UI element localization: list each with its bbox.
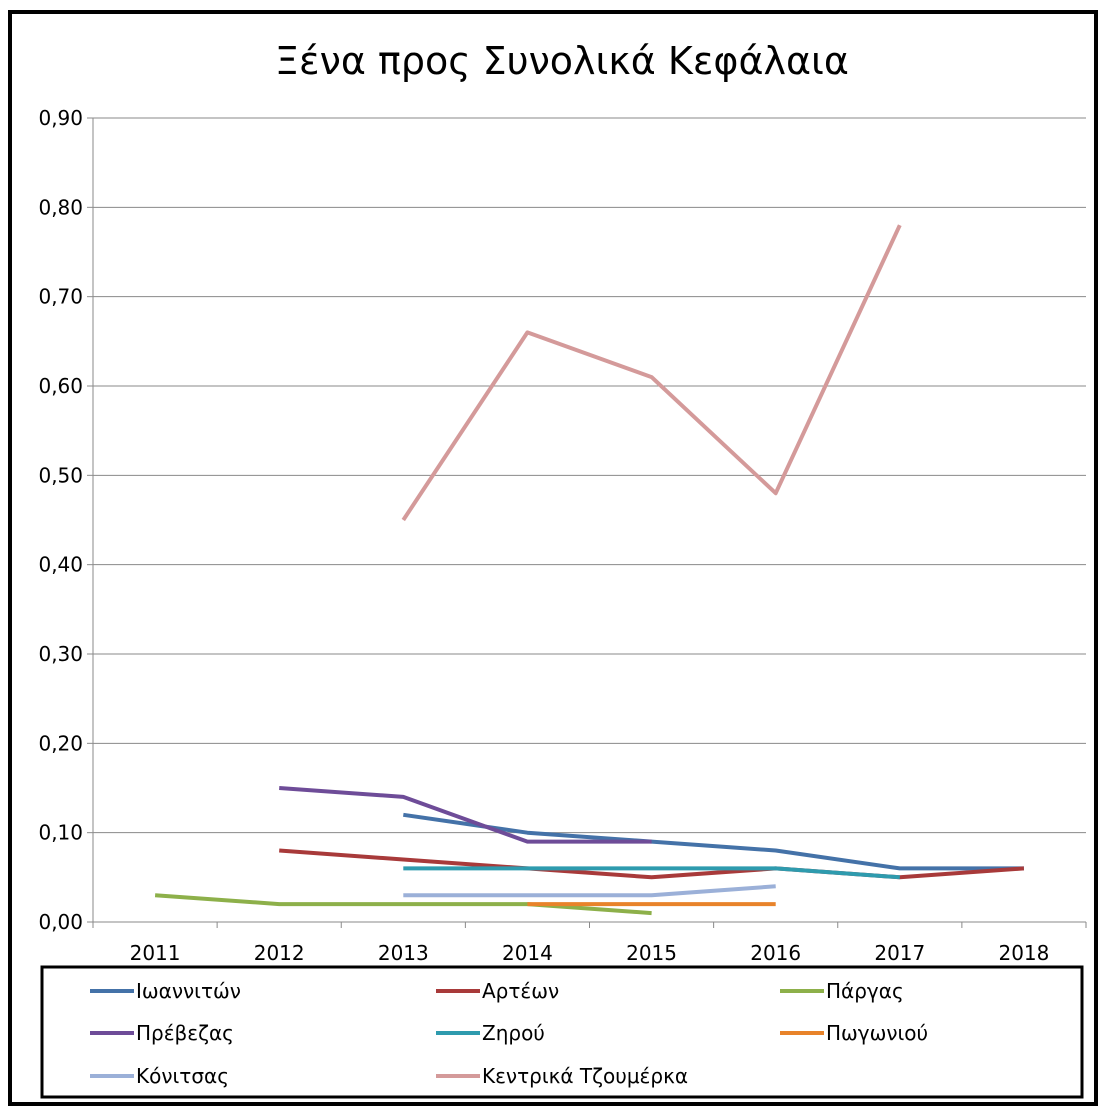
legend-label: Πρέβεζας	[136, 1021, 234, 1045]
legend-label: Κόνιτσας	[136, 1064, 229, 1088]
legend-label: Κεντρικά Τζουμέρκα	[482, 1064, 688, 1088]
y-tick-label: 0,30	[38, 642, 83, 666]
series-line	[403, 866, 900, 880]
chart-frame	[8, 10, 1098, 1106]
legend-item: Ιωαννιτών	[90, 979, 241, 1003]
y-tick-label: 0,20	[38, 731, 83, 755]
legend-label: Πωγωνιού	[826, 1021, 928, 1045]
legend-label: Ζηρού	[482, 1021, 545, 1045]
x-tick-label: 2013	[378, 941, 429, 965]
series-line	[401, 224, 902, 522]
x-tick-label: 2018	[998, 941, 1049, 965]
series-lines	[154, 224, 1025, 916]
series-line	[403, 812, 1024, 871]
legend: Ιωαννιτών Αρτέων Πάργας Πρέβεζας Ζηρού Πωγωνι…	[40, 965, 1084, 1099]
x-tick-label: 2016	[750, 941, 801, 965]
legend-item: Πωγωνιού	[780, 1021, 928, 1045]
x-tick-label: 2014	[502, 941, 553, 965]
legend-label: Πάργας	[826, 979, 904, 1003]
series-line	[154, 893, 652, 916]
legend-box	[40, 965, 1084, 1099]
y-tick-label: 0,60	[38, 374, 83, 398]
y-tick-label: 0,70	[38, 285, 83, 309]
legend-item: Κόνιτσας	[90, 1064, 229, 1088]
y-tick-label: 0,40	[38, 553, 83, 577]
y-tick-label: 0,00	[38, 910, 83, 934]
chart-title: Ξένα προς Συνολικά Κεφάλαια	[275, 39, 849, 83]
legend-item: Πρέβεζας	[90, 1021, 234, 1045]
series-line	[403, 884, 776, 898]
legend-item: Αρτέων	[436, 979, 559, 1003]
y-tick-label: 0,80	[38, 195, 83, 219]
legend-item: Κεντρικά Τζουμέρκα	[436, 1064, 688, 1088]
axes: 0,00 0,10 0,20 0,30 0,40 0,50 0,60 0,70 0,80 0,90…	[38, 106, 1087, 965]
series-line	[279, 786, 652, 844]
series-line	[279, 848, 1025, 880]
legend-item: Ζηρού	[436, 1021, 545, 1045]
y-tick-label: 0,10	[38, 821, 83, 845]
x-tick-label: 2011	[130, 941, 181, 965]
y-tick-label: 0,50	[38, 463, 83, 487]
x-tick-label: 2017	[874, 941, 925, 965]
x-tick-label: 2015	[626, 941, 677, 965]
y-tick-label: 0,90	[38, 106, 83, 130]
legend-label: Ιωαννιτών	[136, 979, 241, 1003]
gridlines	[93, 117, 1086, 834]
x-tick-label: 2012	[254, 941, 305, 965]
legend-label: Αρτέων	[482, 979, 559, 1003]
legend-item: Πάργας	[780, 979, 904, 1003]
